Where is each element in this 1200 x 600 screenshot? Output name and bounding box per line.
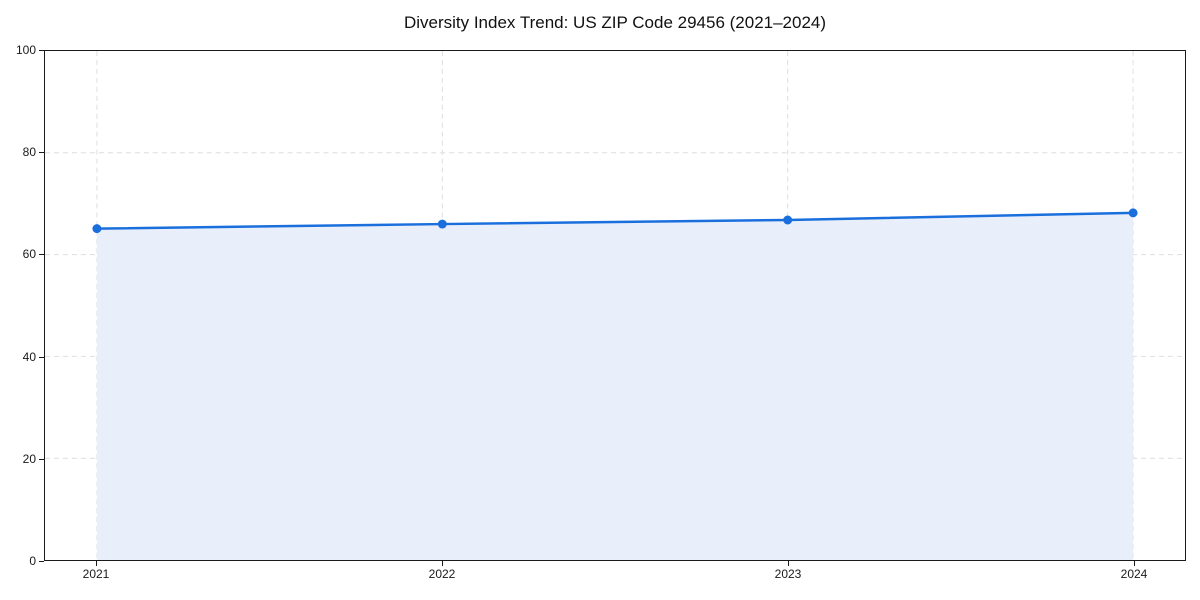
- y-tick-label-60: 60: [22, 247, 36, 262]
- y-tick-label-80: 80: [22, 145, 36, 160]
- y-tick-mark-20: [39, 458, 44, 460]
- y-tick-label-100: 100: [15, 43, 36, 57]
- data-point-2022: [437, 219, 447, 229]
- y-tick-mark-0: [39, 561, 44, 562]
- y-tick-mark-60: [39, 254, 44, 256]
- chart-title: Diversity Index Trend: US ZIP Code 29456…: [403, 13, 827, 32]
- x-tick-mark-2021: [96, 561, 97, 566]
- y-tick-mark-80: [39, 152, 44, 154]
- x-tick-label-2024: 2024: [1120, 567, 1148, 581]
- data-point-2021: [92, 224, 102, 234]
- data-point-2024: [1128, 208, 1138, 218]
- y-tick-mark-100: [39, 50, 44, 51]
- x-tick-mark-2023: [788, 561, 789, 566]
- y-tick-label-0: 0: [29, 554, 36, 568]
- y-tick-mark-40: [39, 356, 44, 358]
- x-tick-label-2022: 2022: [428, 567, 456, 581]
- x-tick-label-2023: 2023: [774, 567, 802, 581]
- x-tick-mark-2024: [1134, 561, 1135, 566]
- area-fill: [96, 212, 1134, 560]
- y-tick-label-20: 20: [22, 451, 36, 466]
- x-tick-label-2021: 2021: [82, 567, 110, 581]
- trend-line: [95, 211, 1135, 230]
- x-tick-mark-2022: [442, 561, 443, 566]
- plot-svg: [45, 51, 1185, 560]
- y-tick-label-40: 40: [22, 349, 36, 364]
- data-point-2023: [783, 215, 793, 225]
- plot-area: [44, 50, 1186, 561]
